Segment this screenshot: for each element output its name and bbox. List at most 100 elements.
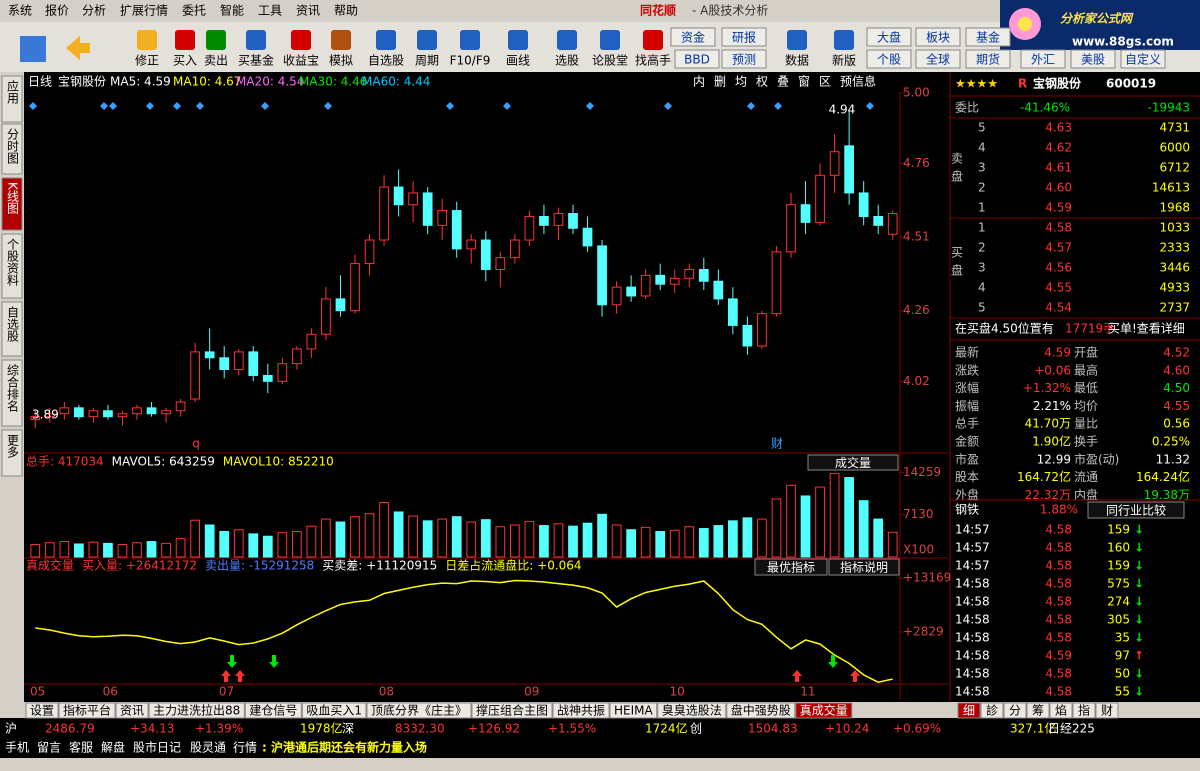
toolbar-button[interactable]: 自选股 xyxy=(368,54,404,68)
bottom-tab-bg[interactable] xyxy=(657,702,727,719)
quote-tab-bg[interactable] xyxy=(1026,702,1050,719)
quote-tab[interactable]: 筹 xyxy=(1032,704,1044,718)
bottom-tab[interactable]: 顶底分界《庄主》 xyxy=(371,703,467,718)
bottom-tab-bg[interactable] xyxy=(795,702,853,719)
icon-back[interactable] xyxy=(66,36,90,60)
menu-item[interactable]: 报价 xyxy=(45,3,69,18)
bottom-tab[interactable]: 建仓信号 xyxy=(249,704,297,718)
footer-item[interactable]: 客服 xyxy=(69,740,93,755)
toolbar-small-button-bg[interactable] xyxy=(1020,49,1066,69)
toolbar-button[interactable]: 收益宝 xyxy=(283,54,319,68)
toolbar-small-button-bg[interactable] xyxy=(965,27,1011,47)
volume-dropdown-bg[interactable] xyxy=(807,454,899,471)
quote-tab[interactable]: 診 xyxy=(986,703,998,718)
icon-home[interactable] xyxy=(20,36,46,62)
menu-item[interactable]: 分析 xyxy=(82,4,106,18)
chart-tool-button[interactable]: 窗 xyxy=(798,75,810,89)
side-tab[interactable]: 个股资料 xyxy=(6,238,20,286)
quote-tab[interactable]: 细 xyxy=(963,704,975,718)
quote-tab-bg[interactable] xyxy=(1003,702,1027,719)
bottom-tab-bg[interactable] xyxy=(115,702,149,719)
toolbar-button[interactable]: 周期 xyxy=(415,54,439,68)
toolbar-icon[interactable] xyxy=(291,30,311,50)
toolbar-small-button[interactable]: 预测 xyxy=(732,53,756,67)
indicator-button[interactable]: 指标说明 xyxy=(840,560,888,575)
toolbar-button[interactable]: 选股 xyxy=(555,54,579,68)
chart-tool-button[interactable]: 叠 xyxy=(777,75,789,89)
bottom-tab[interactable]: 盘中强势股 xyxy=(731,703,791,718)
toolbar-button[interactable]: 数据 xyxy=(785,53,809,68)
toolbar-small-button[interactable]: 美股 xyxy=(1081,53,1105,67)
bottom-tab[interactable]: 真成交量 xyxy=(800,703,848,718)
toolbar-button[interactable]: 修正 xyxy=(135,53,159,68)
toolbar-small-button-bg[interactable] xyxy=(915,27,961,47)
side-tab-bg[interactable] xyxy=(1,429,23,477)
bottom-tab[interactable]: 指标平台 xyxy=(63,703,111,718)
chart-tool-button[interactable]: 信息 xyxy=(852,74,876,89)
toolbar-icon[interactable] xyxy=(137,30,157,50)
toolbar-small-button[interactable]: 全球 xyxy=(926,52,950,67)
toolbar-small-button[interactable]: 大盘 xyxy=(877,30,901,45)
chart-tool-button[interactable]: 删 xyxy=(714,75,726,89)
quote-tab-bg[interactable] xyxy=(980,702,1004,719)
menu-item[interactable]: 扩展行情 xyxy=(120,4,168,18)
chart-tool-button[interactable]: 权 xyxy=(756,75,768,89)
footer-item[interactable]: 解盘 xyxy=(101,740,125,755)
bottom-tab-bg[interactable] xyxy=(609,702,658,719)
bottom-tab[interactable]: 撑压组合主图 xyxy=(476,703,548,718)
footer-item[interactable]: 股市日记 xyxy=(133,740,181,755)
bottom-tab-bg[interactable] xyxy=(148,702,245,719)
toolbar-small-button[interactable]: 个股 xyxy=(877,53,901,67)
toolbar-button[interactable]: 模拟 xyxy=(329,54,353,68)
menu-item[interactable]: 资讯 xyxy=(296,4,320,18)
bottom-tab[interactable]: 资讯 xyxy=(120,704,144,718)
side-tab-bg[interactable] xyxy=(1,233,23,299)
footer-item[interactable]: 行情 xyxy=(233,741,257,755)
toolbar-small-button[interactable]: 资金 xyxy=(681,30,705,45)
toolbar-icon[interactable] xyxy=(417,30,437,50)
side-tab[interactable]: K线图 xyxy=(6,182,20,214)
quote-tab-bg[interactable] xyxy=(1095,702,1119,719)
bottom-tab[interactable]: 战神共振 xyxy=(557,704,605,718)
bottom-tab[interactable]: 主力进洗拉出88 xyxy=(153,703,240,718)
bottom-tab[interactable]: 臭臭选股法 xyxy=(662,703,722,718)
toolbar-icon[interactable] xyxy=(206,30,226,50)
industry-compare[interactable]: 同行业比较 xyxy=(1106,503,1166,518)
news-ticker[interactable]: : 沪港通后期还会有新力量入场 xyxy=(262,740,427,755)
side-tab[interactable]: 分时图 xyxy=(6,128,20,164)
toolbar-icon[interactable] xyxy=(175,30,195,50)
toolbar-icon[interactable] xyxy=(787,30,807,50)
indicator-button-bg[interactable] xyxy=(754,558,828,576)
quote-tab-bg[interactable] xyxy=(1049,702,1073,719)
side-tab-bg[interactable] xyxy=(1,301,23,357)
toolbar-button[interactable]: 找高手 xyxy=(635,53,671,68)
toolbar-small-button[interactable]: 研报 xyxy=(732,30,756,45)
toolbar-icon[interactable] xyxy=(246,30,266,50)
side-tab-bg[interactable] xyxy=(1,359,23,427)
side-tab[interactable]: 更多 xyxy=(6,434,20,459)
bottom-tab-bg[interactable] xyxy=(552,702,610,719)
chart-tool-button[interactable]: 预 xyxy=(840,75,852,89)
bottom-tab-bg[interactable] xyxy=(25,702,59,719)
industry-compare-bg[interactable] xyxy=(1087,501,1185,519)
toolbar-small-button-bg[interactable] xyxy=(965,49,1011,69)
side-tab-bg[interactable] xyxy=(1,177,23,231)
toolbar-icon[interactable] xyxy=(460,30,480,50)
quote-tab-bg[interactable] xyxy=(957,702,981,719)
side-tab[interactable]: 综合排名 xyxy=(6,364,20,412)
menu-item[interactable]: 帮助 xyxy=(334,4,358,18)
toolbar-icon[interactable] xyxy=(643,30,663,50)
toolbar-button[interactable]: 卖出 xyxy=(204,54,228,68)
quote-tab[interactable]: 焰 xyxy=(1055,703,1067,718)
toolbar-small-button[interactable]: 期货 xyxy=(976,52,1000,67)
bottom-tab[interactable]: 吸血买入1 xyxy=(306,704,362,718)
footer-item[interactable]: 留言 xyxy=(37,741,61,755)
notice-link[interactable]: 买单!查看详细 xyxy=(1108,321,1185,336)
indicator-button[interactable]: 最优指标 xyxy=(767,560,815,575)
toolbar-icon[interactable] xyxy=(331,30,351,50)
menu-item[interactable]: 工具 xyxy=(258,4,282,18)
menu-item[interactable]: 智能 xyxy=(220,3,244,18)
indicator-button-bg[interactable] xyxy=(828,558,900,576)
toolbar-button[interactable]: F10/F9 xyxy=(450,54,491,68)
bottom-tab-bg[interactable] xyxy=(726,702,796,719)
